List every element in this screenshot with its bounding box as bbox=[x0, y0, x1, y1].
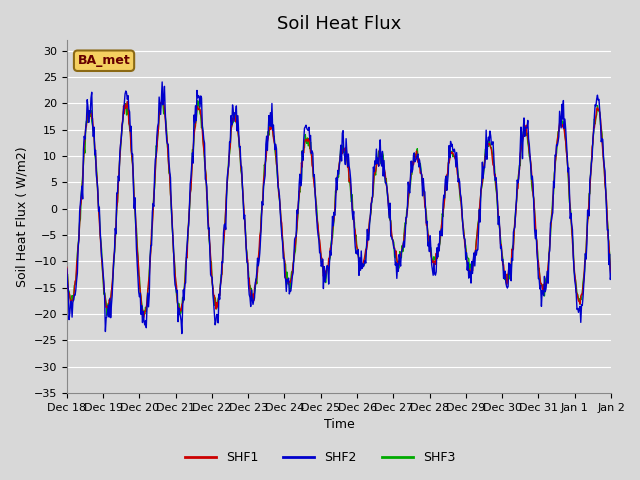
Title: Soil Heat Flux: Soil Heat Flux bbox=[276, 15, 401, 33]
Y-axis label: Soil Heat Flux ( W/m2): Soil Heat Flux ( W/m2) bbox=[15, 146, 28, 287]
Legend: SHF1, SHF2, SHF3: SHF1, SHF2, SHF3 bbox=[180, 446, 460, 469]
X-axis label: Time: Time bbox=[324, 419, 355, 432]
Text: BA_met: BA_met bbox=[77, 54, 131, 67]
